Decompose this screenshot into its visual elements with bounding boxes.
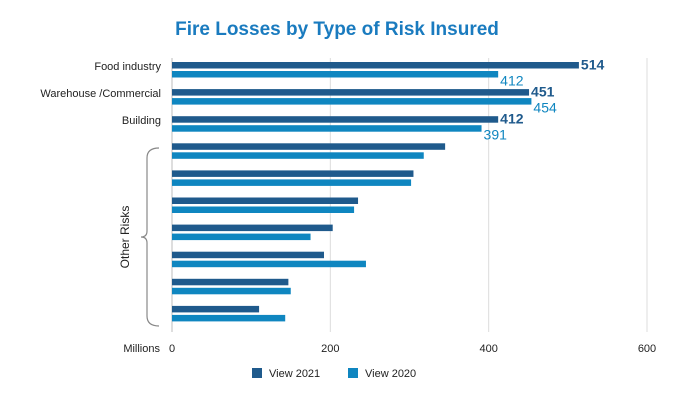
bar-2021: [172, 278, 289, 286]
category-label: Warehouse /Commercial: [40, 88, 161, 100]
legend-label: View 2021: [269, 368, 320, 380]
legend: View 2021 View 2020: [252, 368, 416, 380]
bar-2021: [172, 224, 333, 232]
data-label-2020: 454: [533, 100, 557, 116]
data-label-2020: 391: [484, 127, 508, 143]
group-label-other-risks: Other Risks: [118, 206, 132, 269]
x-tick-label: 400: [479, 343, 497, 355]
bar-2020: [172, 125, 482, 132]
category-labels: Food industry Warehouse /Commercial Buildi…: [40, 61, 161, 127]
bar-2021: [172, 116, 499, 123]
bar-2021: [172, 143, 446, 150]
data-label-2021: 514: [581, 57, 605, 73]
bar-2020: [172, 260, 366, 268]
bar-2021: [172, 251, 324, 259]
bar-2020: [172, 98, 532, 105]
x-tick-label: 600: [638, 343, 656, 355]
bar-2021: [172, 170, 414, 177]
legend-swatch: [348, 368, 358, 378]
legend-label: View 2020: [365, 368, 416, 380]
bar-2021: [172, 305, 260, 313]
bar-2020: [172, 179, 412, 186]
x-tick-label: 0: [169, 343, 175, 355]
category-label: Building: [122, 115, 161, 127]
other-risks-bracket: Other Risks: [118, 147, 160, 327]
bar-2020: [172, 71, 499, 78]
bar-2020: [172, 314, 286, 322]
category-label: Food industry: [94, 61, 161, 73]
bar-2020: [172, 152, 424, 159]
data-label-2020: 412: [500, 73, 524, 89]
data-label-2021: 451: [531, 84, 555, 100]
data-label-2021: 412: [500, 111, 524, 127]
x-axis: Millions 0 200 400 600: [123, 343, 656, 355]
chart-title: Fire Losses by Type of Risk Insured: [175, 19, 499, 40]
bar-2021: [172, 89, 530, 96]
bar-2020: [172, 287, 291, 295]
bracket-line: [140, 147, 160, 327]
legend-swatch: [252, 368, 262, 378]
x-axis-unit-label: Millions: [123, 343, 160, 355]
bar-2020: [172, 206, 355, 213]
bars: [172, 62, 579, 322]
x-tick-label: 200: [321, 343, 339, 355]
bar-2021: [172, 62, 579, 69]
bar-2021: [172, 197, 359, 204]
bar-2020: [172, 233, 311, 241]
